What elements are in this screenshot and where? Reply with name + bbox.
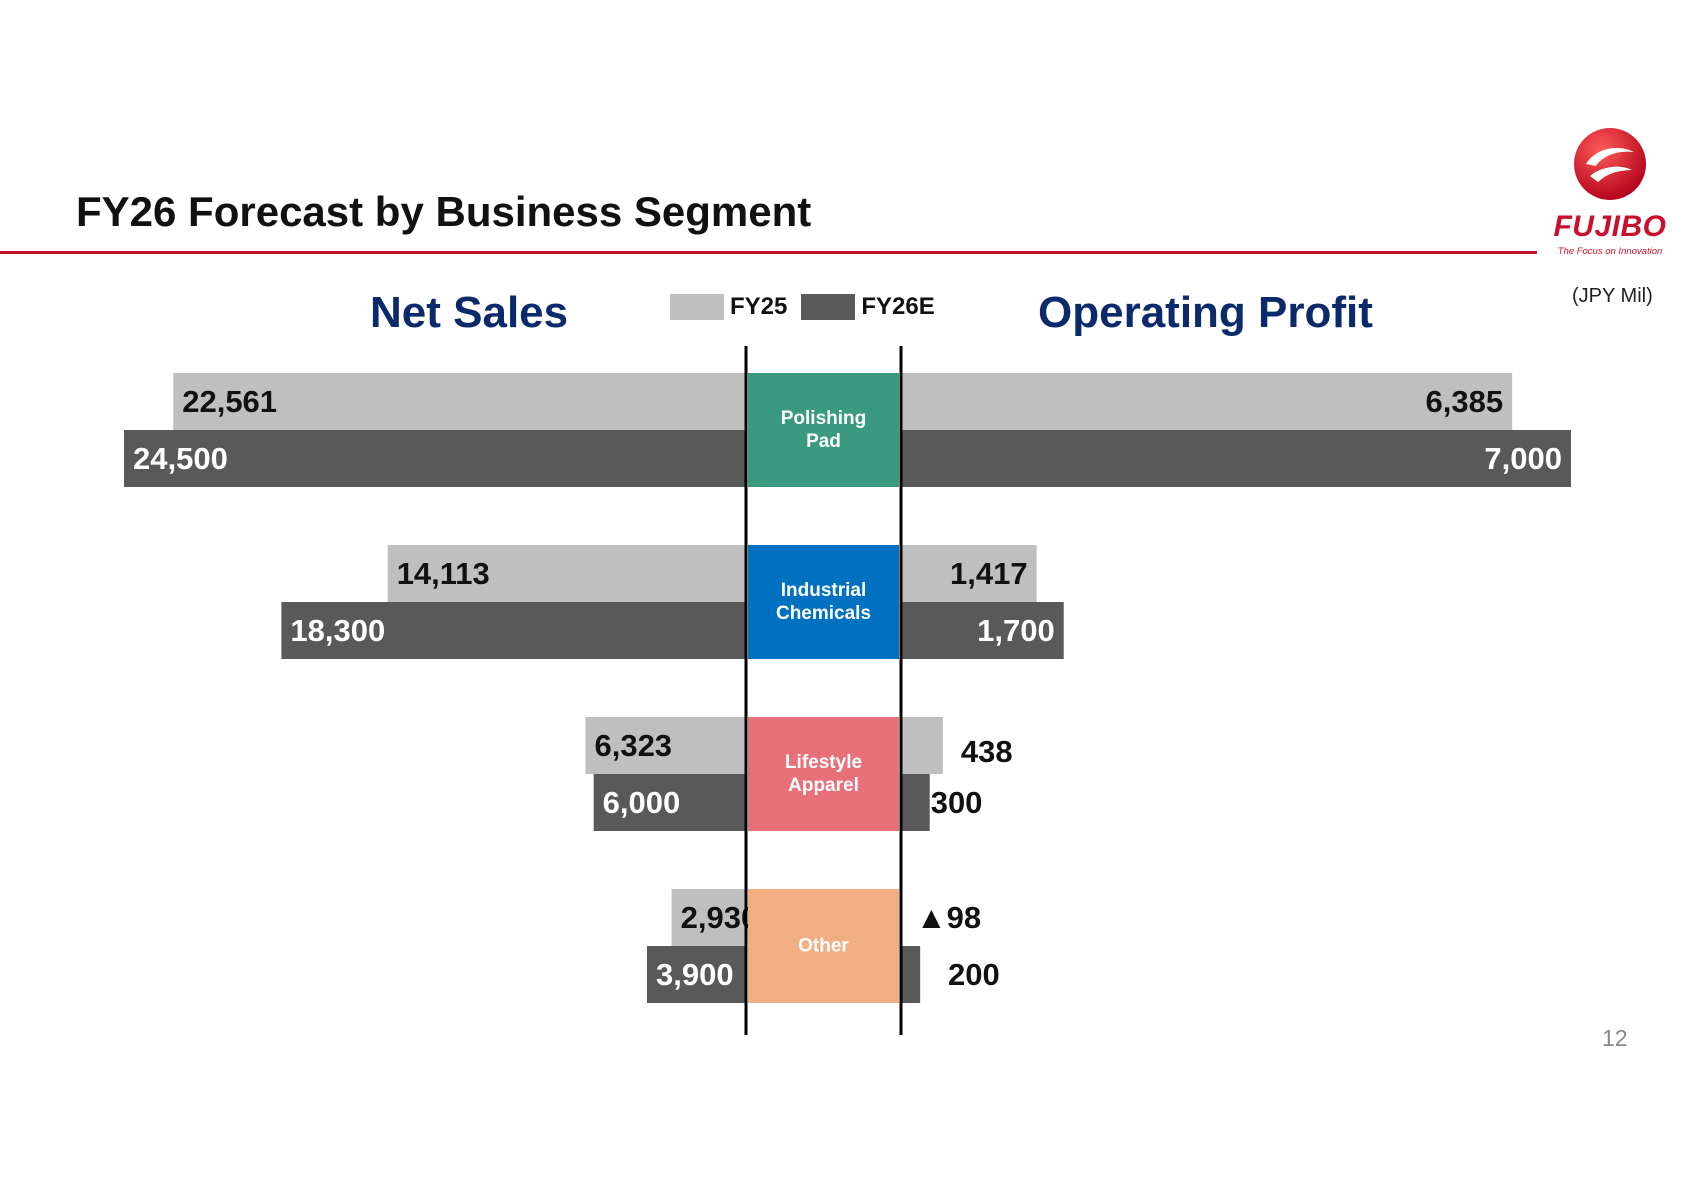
op-profit-label-polishing-pad-fy26e: 7,000 bbox=[1484, 441, 1562, 476]
op-profit-bar-other-fy26e bbox=[901, 946, 921, 1003]
company-logo: FUJIBO The Focus on Innovation bbox=[1545, 126, 1675, 262]
category-box-polishing-pad bbox=[748, 373, 899, 487]
page-title: FY26 Forecast by Business Segment bbox=[76, 188, 812, 235]
unit-note: (JPY Mil) bbox=[1572, 285, 1653, 307]
logo-tagline: The Focus on Innovation bbox=[1557, 246, 1663, 257]
legend-label-fy26e: FY26E bbox=[861, 293, 935, 320]
net-sales-title: Net Sales bbox=[370, 288, 569, 337]
op-profit-bar-lifestyle-apparel-fy25 bbox=[901, 717, 943, 774]
legend-swatch-fy25 bbox=[670, 294, 724, 320]
title-underline bbox=[0, 251, 1537, 254]
category-label-polishing-pad: Polishing bbox=[781, 408, 867, 429]
net-sales-label-lifestyle-apparel-fy26e: 6,000 bbox=[603, 785, 681, 820]
op-profit-bar-industrial-chemicals-fy26e bbox=[901, 602, 1064, 659]
category-box-other bbox=[748, 889, 899, 1003]
net-sales-bar-lifestyle-apparel-fy26e bbox=[593, 774, 746, 831]
net-sales-label-industrial-chemicals-fy25: 14,113 bbox=[397, 556, 490, 591]
logo-wordmark: FUJIBO bbox=[1553, 210, 1667, 243]
net-sales-bar-lifestyle-apparel-fy25 bbox=[585, 717, 746, 774]
category-label-lifestyle-apparel: Lifestyle bbox=[785, 752, 862, 773]
op-profit-bar-polishing-pad-fy25 bbox=[901, 373, 1513, 430]
net-sales-label-polishing-pad-fy25: 22,561 bbox=[182, 384, 277, 419]
op-profit-bar-polishing-pad-fy26e bbox=[901, 430, 1571, 487]
page-number: 12 bbox=[1602, 1025, 1628, 1051]
category-label-other: Other bbox=[798, 936, 849, 957]
chart-legend: FY25 FY26E bbox=[670, 292, 949, 322]
op-profit-label-industrial-chemicals-fy25: 1,417 bbox=[950, 556, 1028, 591]
op-profit-bar-industrial-chemicals-fy25 bbox=[901, 545, 1037, 602]
net-sales-bar-industrial-chemicals-fy25 bbox=[387, 545, 746, 602]
op-profit-label-other-fy25: ▲98 bbox=[916, 900, 981, 935]
op-profit-label-polishing-pad-fy25: 6,385 bbox=[1426, 384, 1504, 419]
net-sales-label-polishing-pad-fy26e: 24,500 bbox=[133, 441, 228, 476]
net-sales-bar-industrial-chemicals-fy26e bbox=[281, 602, 746, 659]
legend-label-fy25: FY25 bbox=[730, 293, 788, 320]
category-box-lifestyle-apparel bbox=[748, 717, 899, 831]
net-sales-label-industrial-chemicals-fy26e: 18,300 bbox=[290, 613, 385, 648]
op-profit-bar-lifestyle-apparel-fy26e bbox=[901, 774, 930, 831]
net-sales-label-lifestyle-apparel-fy25: 6,323 bbox=[594, 728, 672, 763]
op-profit-label-lifestyle-apparel-fy26e: 300 bbox=[931, 785, 983, 820]
op-profit-label-lifestyle-apparel-fy25: 438 bbox=[961, 734, 1013, 769]
fujibo-logo-icon bbox=[1574, 128, 1646, 200]
net-sales-label-other-fy26e: 3,900 bbox=[656, 957, 734, 992]
net-sales-bar-polishing-pad-fy25 bbox=[173, 373, 746, 430]
net-sales-bar-other-fy25 bbox=[671, 889, 746, 946]
net-sales-bar-polishing-pad-fy26e bbox=[124, 430, 746, 487]
category-label-industrial-chemicals: Industrial bbox=[781, 580, 867, 601]
category-label-polishing-pad: Pad bbox=[806, 431, 841, 452]
legend-swatch-fy26e bbox=[801, 294, 856, 320]
net-sales-bar-other-fy26e bbox=[646, 946, 746, 1003]
op-profit-label-other-fy26e: 200 bbox=[948, 957, 1000, 992]
category-label-lifestyle-apparel: Apparel bbox=[788, 775, 859, 796]
category-box-industrial-chemicals bbox=[748, 545, 899, 659]
category-label-industrial-chemicals: Chemicals bbox=[776, 603, 871, 624]
operating-profit-title: Operating Profit bbox=[1038, 288, 1373, 337]
op-profit-label-industrial-chemicals-fy26e: 1,700 bbox=[977, 613, 1055, 648]
